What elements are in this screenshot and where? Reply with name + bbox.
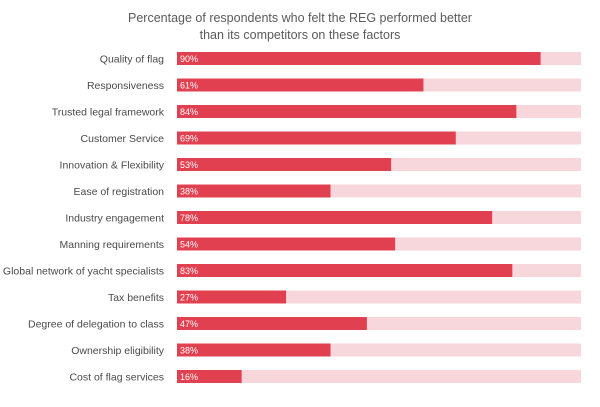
bar [177,211,493,224]
value-label: 53% [180,160,198,170]
value-label: 54% [180,240,198,250]
category-label: Manning requirements [60,239,164,251]
value-label: 61% [180,81,198,91]
category-label: Cost of flag services [69,372,164,384]
value-label: 16% [180,372,198,382]
bar [177,105,517,118]
value-label: 84% [180,107,198,117]
category-label: Ownership eligibility [71,345,165,357]
chart-title-line-1: Percentage of respondents who felt the R… [128,11,472,25]
value-label: 90% [180,54,198,64]
bar [177,52,541,65]
bar [177,264,513,277]
value-label: 83% [180,266,198,276]
category-label: Quality of flag [100,54,164,66]
category-label: Global network of yacht specialists [3,266,164,278]
category-label: Degree of delegation to class [28,319,164,331]
category-label: Industry engagement [65,213,164,225]
value-label: 78% [180,213,198,223]
chart-title-line-2: than its competitors on these factors [199,28,401,42]
category-label: Ease of registration [74,186,165,198]
category-label: Responsiveness [87,80,164,92]
value-label: 47% [180,319,198,329]
bar [177,131,456,145]
value-label: 27% [180,293,198,303]
value-label: 38% [180,346,198,356]
bar [177,290,287,304]
bar [177,317,367,330]
bar [177,370,242,383]
bar [177,237,396,251]
category-label: Customer Service [81,133,165,145]
bar [177,78,424,92]
category-label: Innovation & Flexibility [60,160,165,172]
bar [177,343,331,357]
category-label: Tax benefits [108,292,164,304]
bar-track [177,370,581,383]
value-label: 38% [180,187,198,197]
category-label: Trusted legal framework [52,107,165,119]
bar [177,158,392,171]
bar [177,184,331,198]
value-label: 69% [180,134,198,144]
